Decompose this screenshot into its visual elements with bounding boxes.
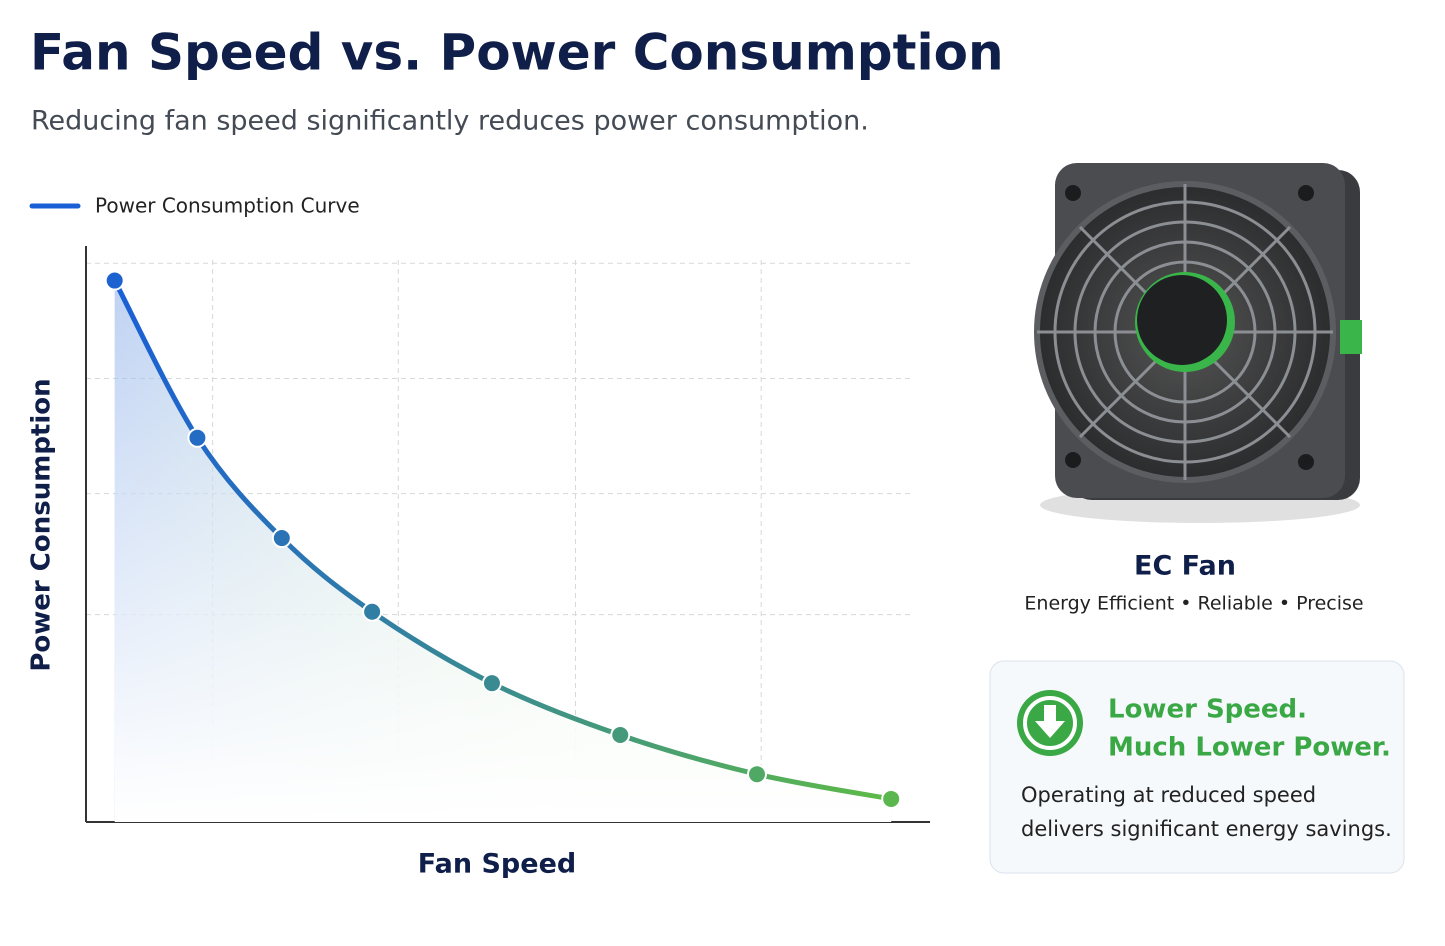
point: [362, 601, 383, 622]
plot: Power Consumption Curve: [29, 194, 930, 823]
title: Fan Speed vs. Power Consumption: [30, 24, 1004, 82]
point: [481, 673, 502, 694]
point: [104, 270, 125, 291]
point: [187, 427, 208, 448]
area-fade: [114, 280, 892, 822]
callout-body: Operating at reduced speed: [1021, 783, 1316, 807]
x-axis-label: Fan Speed: [418, 849, 576, 880]
callout-title: Lower Speed.: [1108, 695, 1307, 725]
y-axis-label: Power Consumption: [27, 378, 57, 671]
callout-title: Much Lower Power.: [1108, 733, 1391, 763]
point: [746, 764, 767, 785]
product-name: EC Fan: [1134, 551, 1236, 582]
point: [271, 528, 292, 549]
down-icon: [1017, 690, 1083, 756]
fan-image: [1034, 163, 1362, 523]
callout-card: [989, 660, 1405, 874]
legend-label: Power Consumption Curve: [95, 194, 360, 218]
callout-body: delivers significant energy savings.: [1021, 817, 1392, 841]
point: [610, 725, 631, 746]
point: [881, 788, 902, 809]
subtitle: Reducing fan speed significantly reduces…: [31, 106, 869, 137]
product-tagline: Energy Efficient • Reliable • Precise: [1024, 593, 1363, 615]
